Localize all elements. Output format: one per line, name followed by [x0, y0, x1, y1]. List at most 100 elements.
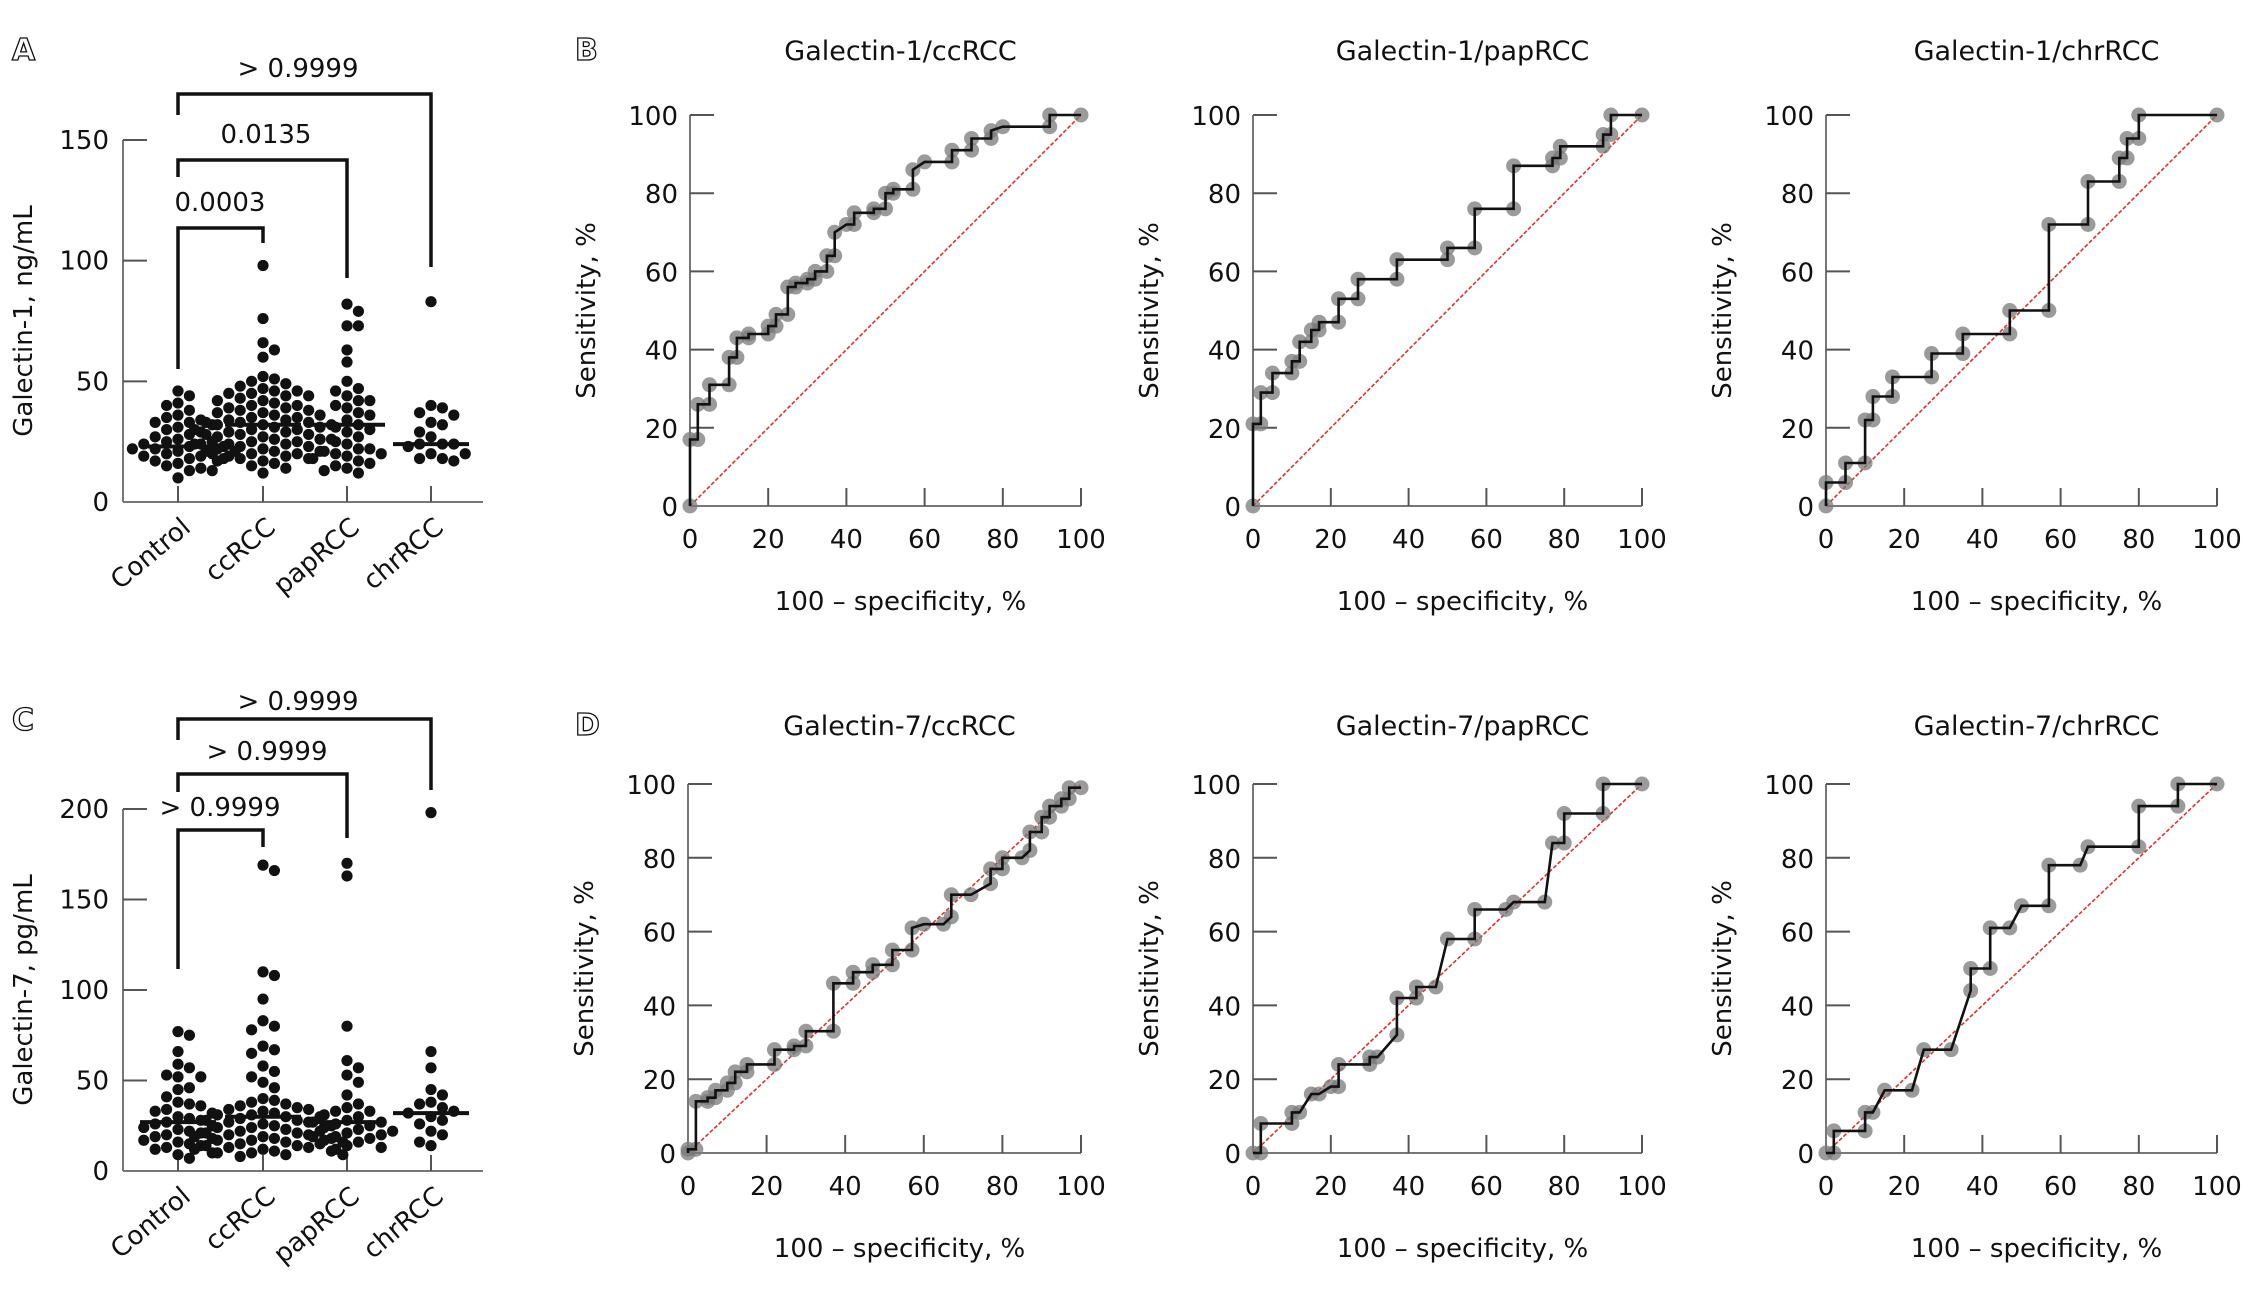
- data-point: [245, 1071, 258, 1083]
- data-point: [172, 1071, 184, 1083]
- data-point: [172, 1026, 184, 1038]
- significance-bracket: [176, 92, 433, 267]
- data-point: [211, 1134, 223, 1146]
- x-tick-label: 100: [1056, 1172, 1106, 1202]
- p-value-label: > 0.9999: [237, 687, 358, 717]
- data-point: [280, 426, 292, 438]
- data-point: [352, 382, 365, 395]
- data-point: [172, 1123, 184, 1135]
- x-tick-label: 0: [1818, 1172, 1835, 1202]
- data-point: [425, 1096, 437, 1108]
- data-point: [200, 416, 212, 428]
- data-point: [257, 859, 269, 871]
- data-point: [138, 450, 150, 462]
- y-axis-title: Sensitivity, %: [1135, 880, 1165, 1057]
- data-point: [257, 1143, 269, 1155]
- data-point: [303, 428, 315, 441]
- data-point: [234, 1125, 246, 1137]
- data-point: [245, 375, 258, 387]
- y-tick-label: 0: [1224, 493, 1241, 523]
- panel-d-roc-galectin-7-paprcc: Galectin-7/papRCC 0 20 40 60 80 100 0 20 40 60 80 10…: [1135, 711, 1667, 1264]
- data-point: [257, 966, 269, 978]
- p-value-label: > 0.9999: [206, 737, 327, 767]
- x-tick-label: 80: [2122, 525, 2155, 555]
- data-point: [352, 431, 365, 443]
- y-tick-label: 20: [643, 1066, 676, 1096]
- data-point: [257, 312, 269, 325]
- x-tick-label: Control: [105, 512, 196, 595]
- data-point: [280, 1123, 292, 1135]
- data-point: [172, 1045, 184, 1058]
- data-point: [268, 864, 281, 877]
- data-point: [268, 457, 281, 469]
- chart-title: Galectin-1/chrRCC: [1914, 36, 2160, 67]
- data-point: [268, 409, 281, 421]
- data-point: [387, 1125, 399, 1137]
- data-point: [188, 424, 201, 436]
- data-point: [341, 870, 353, 882]
- y-tick-label: 80: [1208, 180, 1241, 210]
- data-point: [149, 1143, 161, 1155]
- x-tick-label: 60: [1470, 1172, 1503, 1202]
- data-point: [172, 472, 184, 484]
- data-point: [364, 395, 376, 407]
- data-point: [425, 1125, 437, 1137]
- y-tick-label: 100: [628, 102, 678, 132]
- y-tick-label: 20: [1781, 1066, 1814, 1096]
- data-point: [329, 1105, 342, 1117]
- y-tick-label: 0: [92, 488, 109, 518]
- x-tick-label: 0: [1818, 525, 1835, 555]
- data-point: [341, 450, 353, 462]
- roc-curve: [1826, 782, 2217, 1155]
- y-tick-label: 40: [643, 992, 676, 1022]
- y-tick-label: 150: [59, 126, 109, 156]
- data-point: [172, 1083, 184, 1096]
- chart-title: Galectin-7/papRCC: [1336, 711, 1590, 742]
- data-point: [352, 320, 365, 332]
- x-tick-label: Control: [105, 1181, 196, 1264]
- data-point: [211, 443, 223, 455]
- data-point: [257, 407, 269, 419]
- data-point: [268, 1120, 281, 1132]
- data-point: [245, 1024, 258, 1036]
- data-point: [183, 1082, 196, 1094]
- data-point: [352, 1098, 365, 1110]
- data-point: [425, 431, 437, 443]
- data-point: [413, 1118, 426, 1130]
- data-point: [195, 1071, 207, 1083]
- data-point: [200, 1114, 212, 1126]
- data-point: [280, 1136, 292, 1148]
- chart-title: Galectin-7/chrRCC: [1914, 711, 2160, 742]
- panel-d-roc-galectin-7-chrrcc: Galectin-7/chrRCC 0 20 40 60 80 100 0 20 40 60 80 10…: [1708, 711, 2242, 1264]
- data-point: [245, 1121, 258, 1134]
- roc-curve: [686, 786, 1081, 1153]
- y-tick-label: 60: [1208, 258, 1241, 288]
- data-point: [257, 351, 269, 363]
- x-tick-label: 0: [1245, 525, 1262, 555]
- x-axis-title: 100 – specificity, %: [1337, 1234, 1588, 1264]
- data-point: [364, 457, 376, 469]
- data-point: [364, 1132, 376, 1145]
- data-point: [223, 426, 235, 438]
- data-point: [425, 448, 437, 460]
- data-point: [352, 1111, 365, 1123]
- data-point: [280, 1149, 292, 1161]
- data-point: [245, 1096, 258, 1108]
- data-point: [436, 402, 449, 414]
- data-point: [318, 465, 330, 477]
- y-axis-title: Sensitivity, %: [572, 222, 602, 399]
- roc-curve: [688, 113, 1081, 506]
- data-point: [318, 1121, 330, 1134]
- significance-bracket: [176, 828, 265, 969]
- data-point: [329, 448, 342, 460]
- data-point: [223, 414, 235, 426]
- p-value-label: > 0.9999: [237, 54, 358, 84]
- data-point: [364, 409, 376, 421]
- data-point: [268, 344, 281, 356]
- chart-title: Galectin-1/ccRCC: [784, 36, 1016, 67]
- data-point: [268, 1132, 281, 1145]
- data-point: [268, 969, 281, 982]
- x-tick-label: 80: [986, 1172, 1019, 1202]
- y-tick-label: 0: [661, 493, 678, 523]
